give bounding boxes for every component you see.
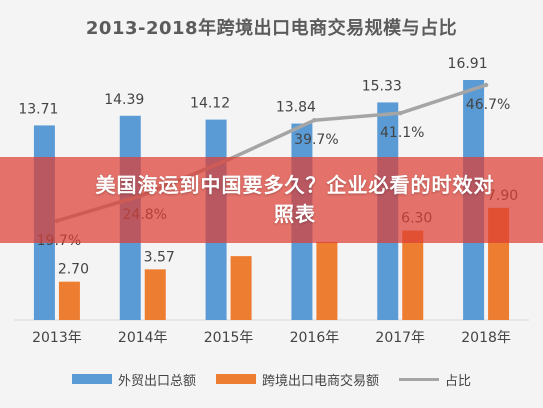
line-point-ratio [312, 118, 317, 123]
data-label-total-exports: 13.84 [276, 100, 316, 116]
article-title: 美国海运到中国要多久？企业必看的时效对照表 [95, 173, 495, 226]
data-label-total-exports: 15.33 [362, 78, 402, 94]
legend-swatch-ecommerce [215, 374, 256, 384]
data-label-ratio: 39.7% [294, 132, 338, 148]
data-label-ecommerce: 2.70 [58, 262, 89, 278]
x-tick-label: 2013年 [32, 330, 82, 346]
x-tick-label: 2015年 [204, 330, 254, 346]
legend-label-total-exports: 外贸出口总额 [117, 373, 196, 389]
legend-item-total-exports: 外贸出口总额 [71, 370, 196, 389]
legend-swatch-total-exports [71, 374, 112, 384]
line-point-ratio [483, 82, 489, 88]
x-tick-label: 2014年 [118, 330, 168, 346]
data-label-ratio: 41.1% [380, 125, 424, 141]
chart-title: 2013-2018年跨境出口电商交易规模与占比 [85, 18, 458, 39]
data-label-ratio: 46.7% [466, 97, 510, 113]
x-tick-label: 2017年 [375, 330, 425, 346]
bar-ecommerce [316, 241, 338, 320]
legend-item-ecommerce: 跨境出口电商交易额 [215, 370, 379, 389]
line-point-ratio [398, 110, 403, 116]
data-label-total-exports: 13.71 [18, 101, 58, 117]
bar-ecommerce [230, 256, 252, 320]
chart-legend: 外贸出口总额 跨境出口电商交易额 占比 [0, 367, 543, 391]
legend-label-ratio: 占比 [445, 373, 472, 389]
x-tick-label: 2018年 [461, 330, 511, 346]
legend-item-ratio: 占比 [399, 370, 471, 389]
legend-line-ratio [399, 377, 439, 381]
bar-ecommerce [402, 230, 424, 320]
bar-ecommerce [58, 281, 80, 320]
bar-ecommerce [144, 269, 166, 320]
x-tick-label: 2016年 [290, 330, 340, 346]
data-label-total-exports: 14.12 [190, 96, 230, 112]
data-label-total-exports: 16.91 [448, 56, 488, 72]
data-label-ecommerce: 3.57 [144, 249, 175, 265]
data-label-total-exports: 14.39 [104, 92, 144, 108]
legend-label-ecommerce: 跨境出口电商交易额 [261, 373, 379, 389]
article-title-banner: 美国海运到中国要多久？企业必看的时效对照表 [0, 157, 543, 243]
